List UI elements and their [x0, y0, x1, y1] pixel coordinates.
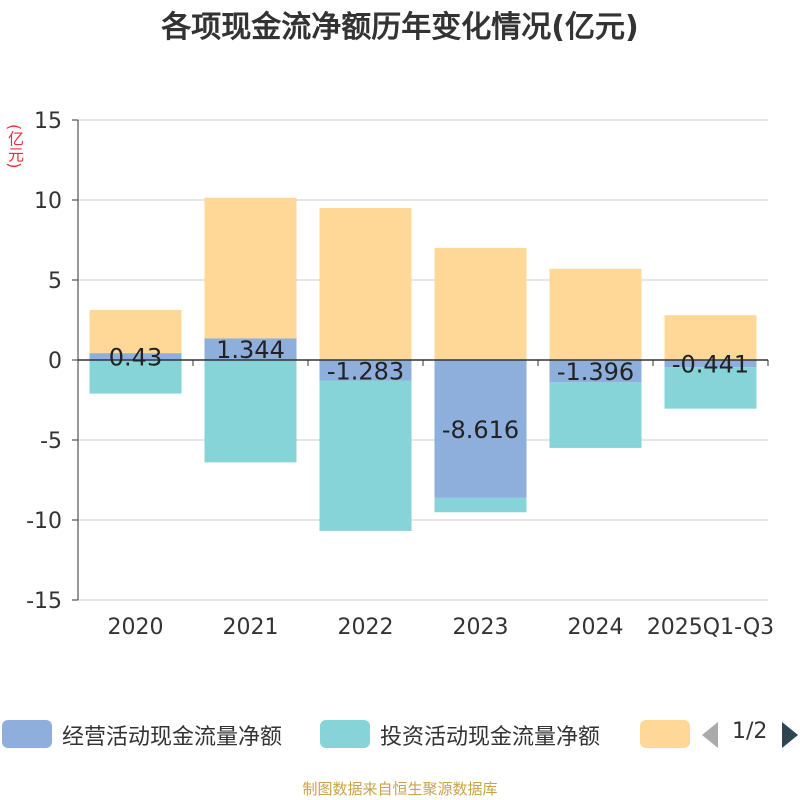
bar-financing-2024: [549, 268, 642, 360]
bar-chart: -15 -10 -5 0 5 10 15 2020 2021 2022 2023 2024 2025Q1…: [26, 109, 774, 640]
bar-investing-2021: [204, 360, 297, 463]
y-tick-label: 10: [34, 189, 62, 214]
legend-page-indicator: 1/2: [732, 719, 768, 744]
x-tick-label: 2022: [338, 615, 394, 640]
bar-investing-2024: [549, 382, 642, 448]
bar-operating-2024: [549, 360, 642, 383]
bar-operating-2023: [434, 360, 527, 498]
y-tick-label: 15: [34, 109, 62, 134]
bar-operating-2022: [319, 360, 412, 381]
data-label-operating: 1.344: [216, 336, 285, 364]
x-tick-label: 2025Q1-Q3: [647, 615, 774, 640]
legend-label-operating[interactable]: 经营活动现金流量净额: [62, 725, 283, 750]
bar-investing-2023: [434, 497, 527, 513]
x-tick-label: 2021: [223, 615, 279, 640]
chart-title: 各项现金流净额历年变化情况(亿元): [161, 10, 639, 45]
legend-prev-page-icon[interactable]: [700, 720, 722, 750]
y-tick-label: 5: [48, 269, 62, 294]
bar-financing-2025Q1-Q3: [664, 315, 757, 360]
bar-investing-2020: [89, 360, 182, 394]
bar-financing-2020: [89, 309, 182, 354]
data-label-operating: -0.441: [672, 351, 749, 379]
bar-financing-2023: [434, 248, 527, 360]
x-tick-label: 2024: [568, 615, 624, 640]
bar-operating-2020: [89, 353, 182, 360]
bar-investing-2022: [319, 380, 412, 531]
legend-swatch-financing[interactable]: [640, 720, 690, 748]
y-tick-label: -10: [26, 509, 62, 534]
source-footer: 制图数据来自恒生聚源数据库: [302, 780, 498, 798]
bar-financing-2021: [204, 197, 297, 339]
bar-financing-2022: [319, 208, 412, 360]
data-label-operating: -1.283: [327, 357, 404, 385]
bar-operating-2025Q1-Q3: [664, 360, 757, 368]
data-label-operating: -8.616: [442, 416, 519, 444]
legend-label-investing[interactable]: 投资活动现金流量净额: [380, 725, 601, 750]
legend-swatch-operating[interactable]: [2, 720, 52, 748]
data-label-operating: -1.396: [557, 358, 634, 386]
legend-next-page-icon[interactable]: [778, 720, 800, 750]
x-tick-label: 2020: [108, 615, 164, 640]
x-tick-label: 2023: [453, 615, 509, 640]
y-tick-label: -15: [26, 589, 62, 614]
y-axis-unit: (亿元): [5, 124, 24, 169]
legend-swatch-investing[interactable]: [320, 720, 370, 748]
bar-investing-2025Q1-Q3: [664, 367, 757, 409]
bar-operating-2021: [204, 338, 297, 360]
data-label-operating: 0.43: [109, 344, 162, 372]
y-tick-label: -5: [40, 429, 62, 454]
legend[interactable]: 经营活动现金流量净额 投资活动现金流量净额 1/2: [0, 716, 800, 752]
y-tick-label: 0: [48, 349, 62, 374]
